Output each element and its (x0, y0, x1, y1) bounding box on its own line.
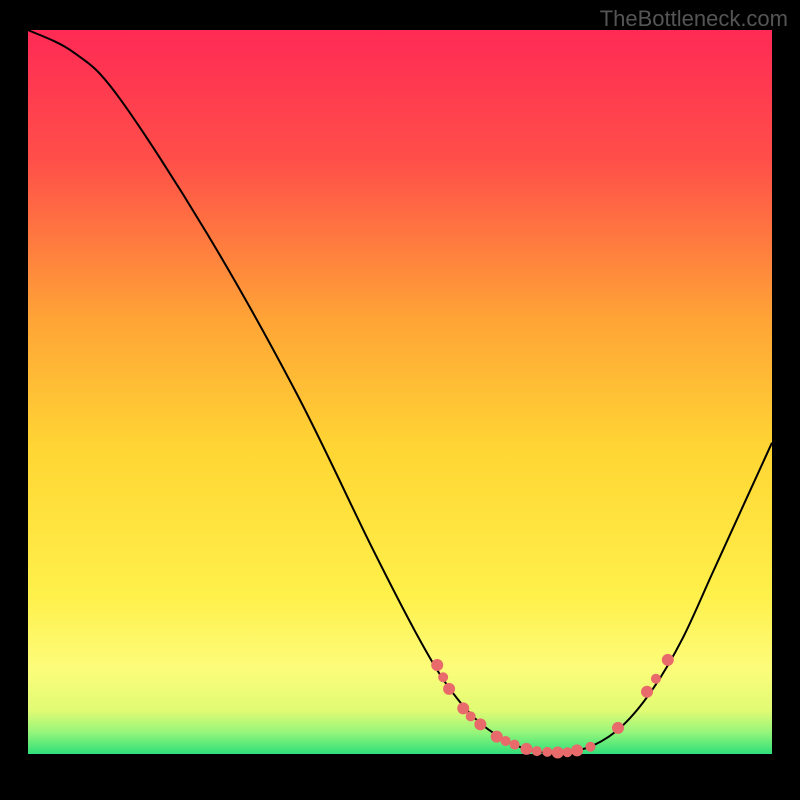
curve-marker (662, 654, 674, 666)
curve-marker (431, 659, 443, 671)
curve-marker (585, 742, 595, 752)
curve-marker (612, 722, 624, 734)
curve-marker (571, 744, 583, 756)
curve-marker (501, 736, 511, 746)
curve-marker (532, 746, 542, 756)
curve-marker (552, 747, 564, 759)
curve-marker (466, 711, 476, 721)
watermark-text: TheBottleneck.com (600, 6, 788, 32)
plot-background (28, 30, 772, 754)
curve-marker (443, 683, 455, 695)
gradient-curve-chart (0, 0, 800, 800)
curve-marker (520, 743, 532, 755)
curve-marker (641, 686, 653, 698)
curve-marker (562, 747, 572, 757)
curve-marker (542, 747, 552, 757)
chart-container: TheBottleneck.com (0, 0, 800, 800)
curve-marker (510, 740, 520, 750)
curve-marker (438, 672, 448, 682)
curve-marker (651, 674, 661, 684)
curve-marker (474, 718, 486, 730)
